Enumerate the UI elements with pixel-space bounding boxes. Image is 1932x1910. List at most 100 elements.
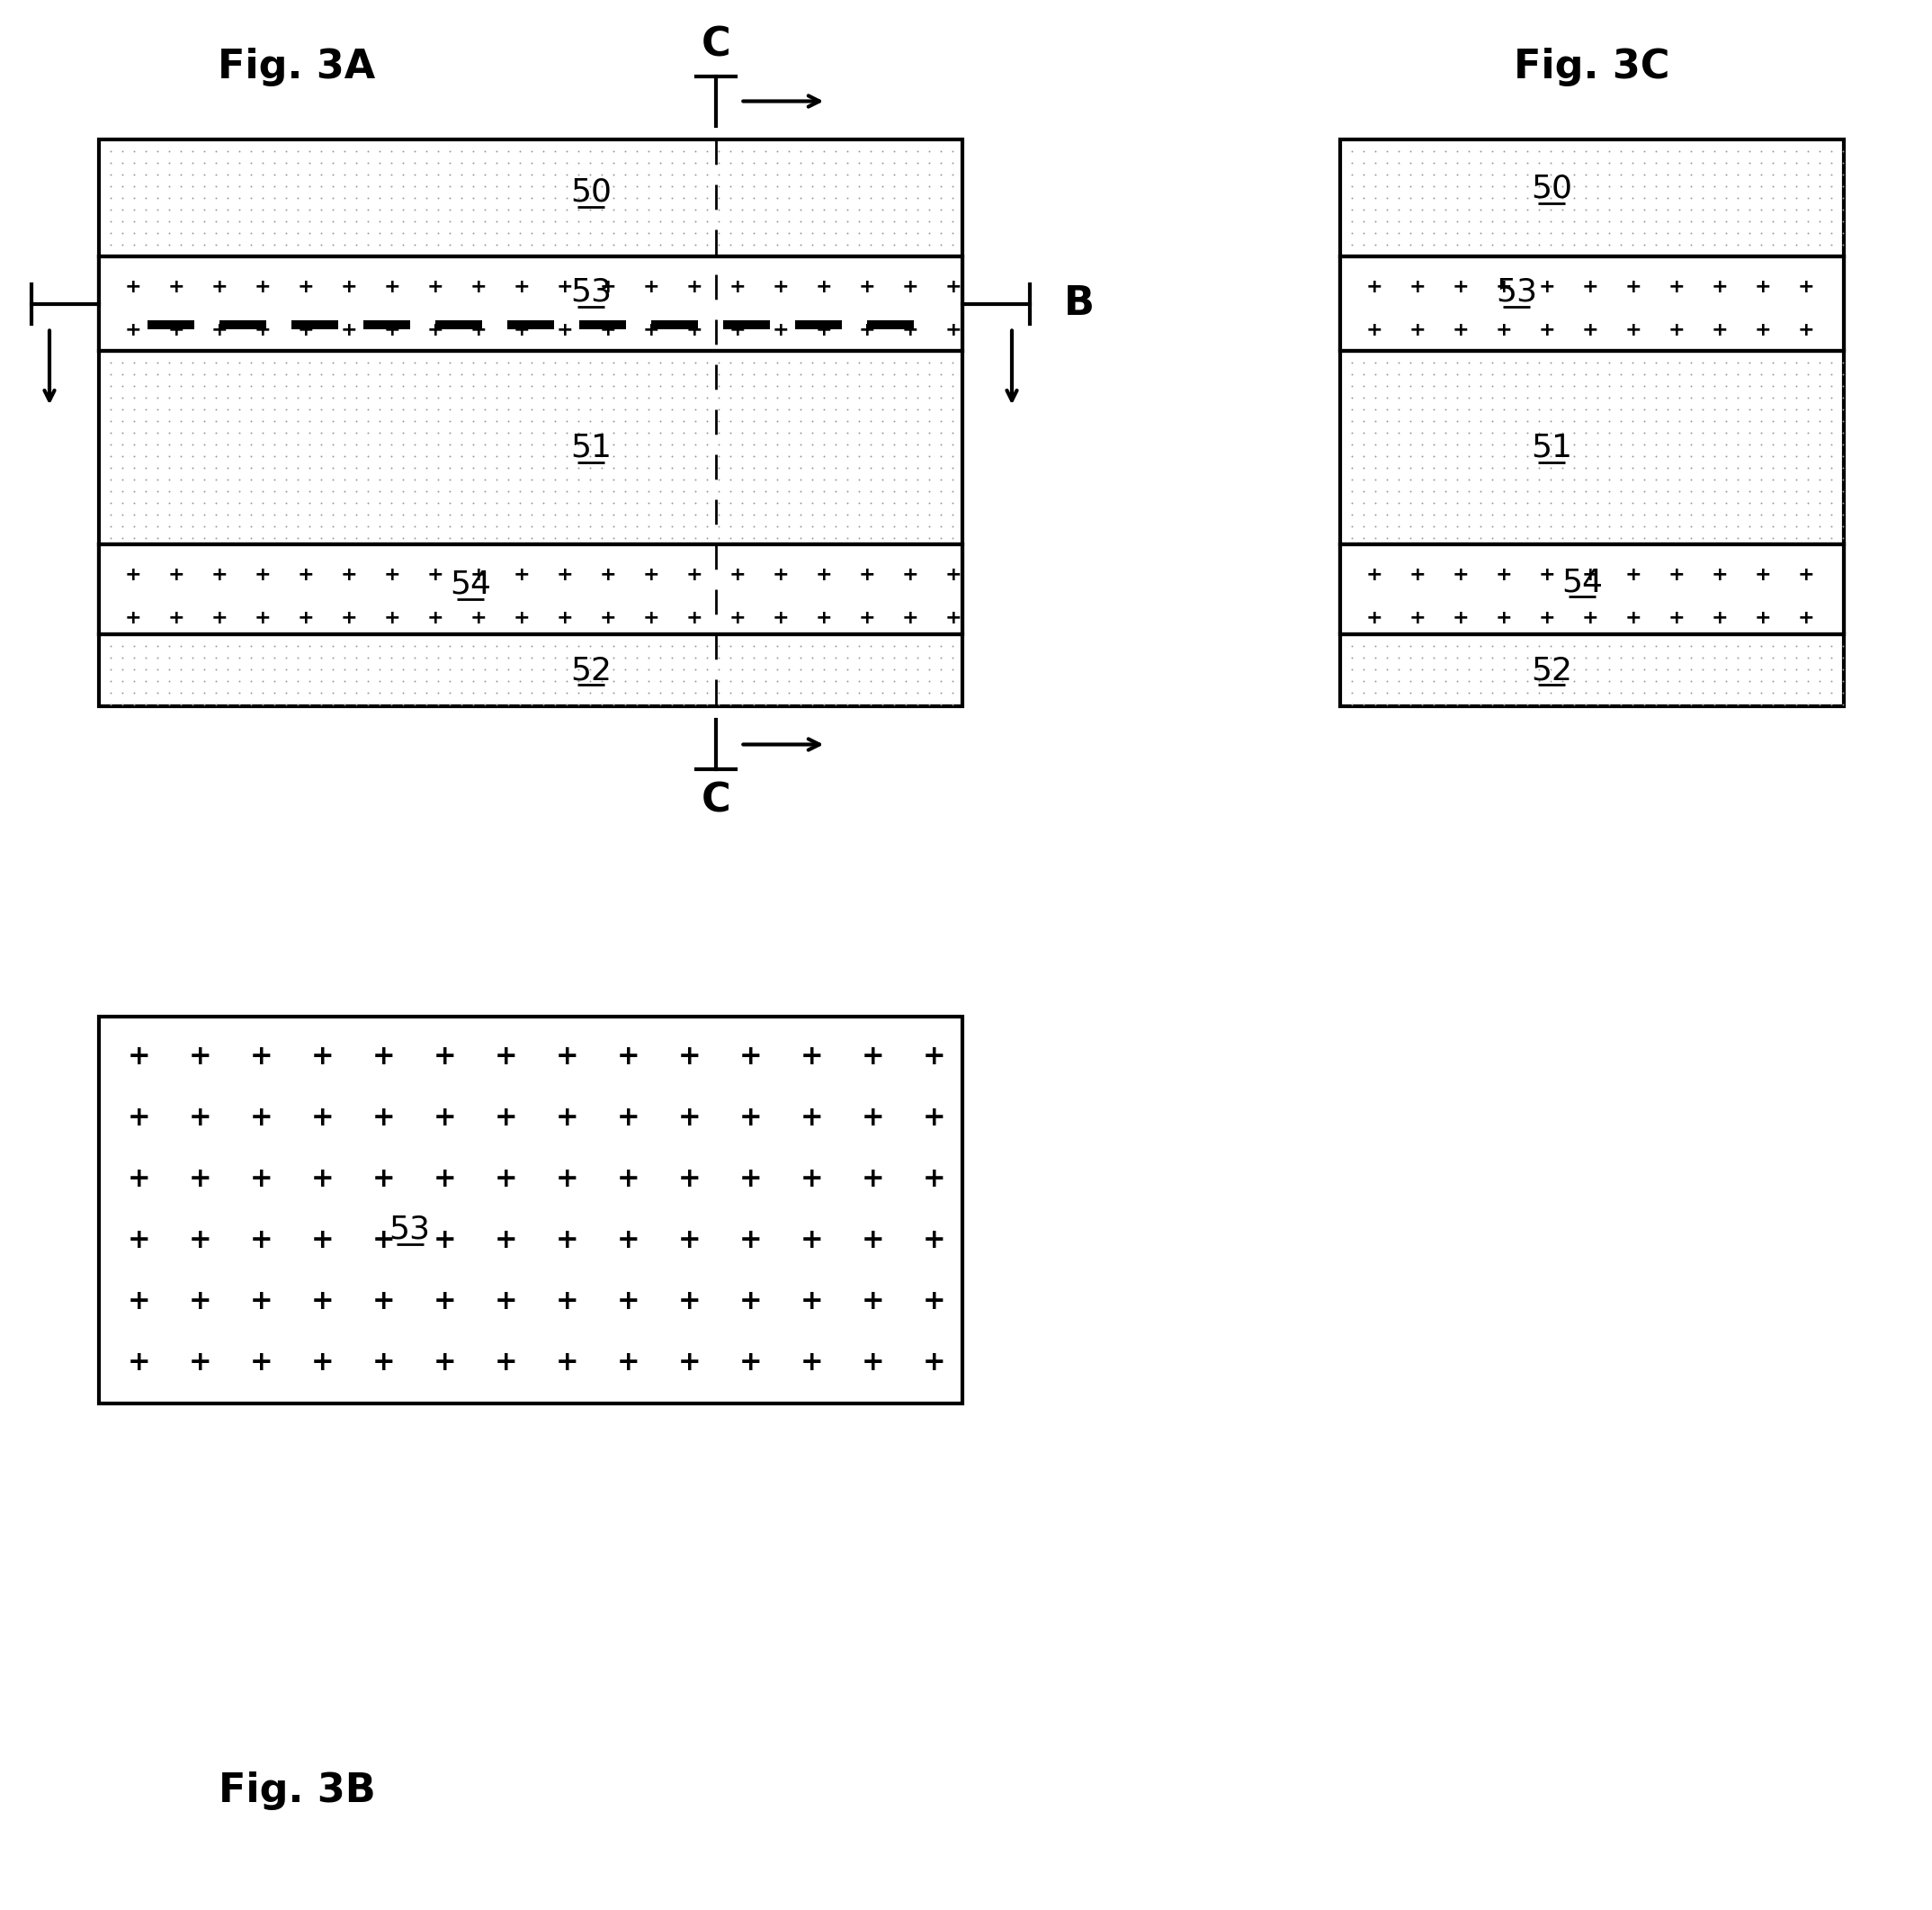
Text: +: + <box>1582 277 1600 296</box>
Text: +: + <box>862 1287 885 1314</box>
Text: +: + <box>340 277 357 296</box>
Text: +: + <box>800 1165 823 1192</box>
Text: +: + <box>678 1165 701 1192</box>
Text: Fig. 3B: Fig. 3B <box>218 1771 375 1809</box>
Text: +: + <box>1712 609 1729 626</box>
Text: +: + <box>773 609 790 626</box>
Text: +: + <box>128 1165 151 1192</box>
Text: +: + <box>1540 609 1555 626</box>
Text: +: + <box>1410 277 1426 296</box>
Text: +: + <box>298 609 315 626</box>
Text: 54: 54 <box>450 569 491 600</box>
Text: +: + <box>860 277 875 296</box>
Text: +: + <box>495 1287 518 1314</box>
Text: +: + <box>211 321 228 338</box>
Text: +: + <box>815 321 833 338</box>
Text: +: + <box>730 565 746 584</box>
Text: +: + <box>945 277 962 296</box>
Text: +: + <box>556 609 574 626</box>
Text: +: + <box>427 609 444 626</box>
Text: +: + <box>862 1043 885 1070</box>
Text: +: + <box>298 321 315 338</box>
Text: +: + <box>815 565 833 584</box>
Text: +: + <box>678 1104 701 1131</box>
Text: Fig. 3C: Fig. 3C <box>1515 48 1669 86</box>
Text: +: + <box>1669 609 1685 626</box>
Text: 50: 50 <box>1530 174 1573 204</box>
Text: +: + <box>371 1043 394 1070</box>
Text: +: + <box>1799 321 1814 338</box>
Text: +: + <box>249 1165 272 1192</box>
Text: +: + <box>922 1226 945 1253</box>
Text: +: + <box>643 565 661 584</box>
Text: +: + <box>371 1287 394 1314</box>
Bar <box>1341 544 1843 634</box>
Text: +: + <box>249 1104 272 1131</box>
Text: +: + <box>800 1348 823 1375</box>
Bar <box>435 319 483 329</box>
Bar <box>99 139 962 707</box>
Bar <box>508 319 554 329</box>
Text: +: + <box>298 565 315 584</box>
Text: +: + <box>643 321 661 338</box>
Text: +: + <box>601 277 616 296</box>
Text: +: + <box>1410 321 1426 338</box>
Text: +: + <box>255 565 270 584</box>
Bar <box>99 1016 962 1404</box>
Text: +: + <box>1453 277 1470 296</box>
Text: +: + <box>384 609 402 626</box>
Text: +: + <box>554 1043 578 1070</box>
Bar <box>99 544 962 634</box>
Text: +: + <box>643 277 661 296</box>
Text: +: + <box>495 1043 518 1070</box>
Text: +: + <box>427 565 444 584</box>
Text: +: + <box>730 609 746 626</box>
Text: +: + <box>554 1104 578 1131</box>
Text: +: + <box>371 1348 394 1375</box>
Text: +: + <box>187 1165 211 1192</box>
Text: +: + <box>340 609 357 626</box>
Text: +: + <box>556 565 574 584</box>
Bar <box>220 319 267 329</box>
Text: +: + <box>556 277 574 296</box>
Text: +: + <box>211 609 228 626</box>
Text: +: + <box>1540 321 1555 338</box>
Text: +: + <box>738 1165 761 1192</box>
Text: +: + <box>433 1348 456 1375</box>
Bar <box>363 319 410 329</box>
Text: +: + <box>862 1165 885 1192</box>
Text: +: + <box>249 1348 272 1375</box>
Text: +: + <box>1754 277 1772 296</box>
Text: +: + <box>187 1043 211 1070</box>
Text: +: + <box>1582 321 1600 338</box>
Text: +: + <box>187 1287 211 1314</box>
Text: +: + <box>128 1104 151 1131</box>
Text: +: + <box>902 609 920 626</box>
Text: +: + <box>686 321 703 338</box>
Text: +: + <box>427 277 444 296</box>
Text: +: + <box>128 1043 151 1070</box>
Text: +: + <box>1754 321 1772 338</box>
Text: +: + <box>471 321 487 338</box>
Text: +: + <box>168 565 185 584</box>
Text: +: + <box>738 1287 761 1314</box>
Text: +: + <box>773 321 790 338</box>
Text: +: + <box>862 1348 885 1375</box>
Text: +: + <box>126 609 141 626</box>
Text: +: + <box>471 565 487 584</box>
Text: 54: 54 <box>1561 567 1604 598</box>
Text: +: + <box>815 609 833 626</box>
Text: +: + <box>433 1104 456 1131</box>
Text: +: + <box>922 1043 945 1070</box>
Text: +: + <box>738 1348 761 1375</box>
Text: +: + <box>187 1104 211 1131</box>
Text: +: + <box>902 277 920 296</box>
Text: +: + <box>554 1348 578 1375</box>
Text: +: + <box>730 321 746 338</box>
Text: +: + <box>1799 565 1814 584</box>
Text: +: + <box>738 1104 761 1131</box>
Text: +: + <box>1410 609 1426 626</box>
Text: +: + <box>1625 321 1642 338</box>
Text: +: + <box>384 565 402 584</box>
Text: +: + <box>616 1287 639 1314</box>
